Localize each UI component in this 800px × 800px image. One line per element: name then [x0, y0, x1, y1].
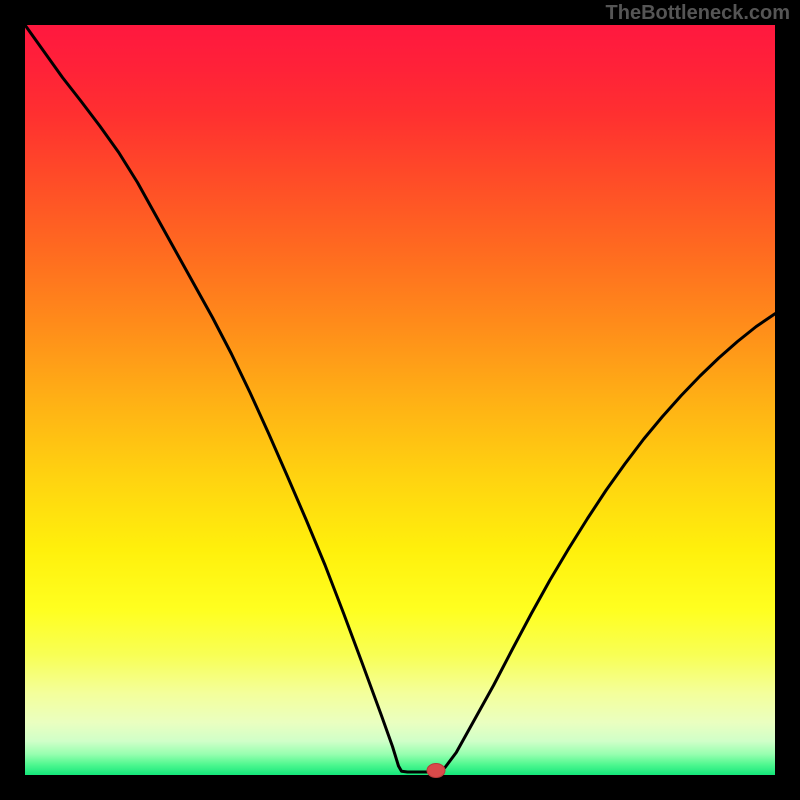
chart-container: TheBottleneck.com — [0, 0, 800, 800]
optimum-marker — [427, 764, 445, 778]
plot-background — [25, 25, 775, 775]
bottleneck-chart — [0, 0, 800, 800]
watermark-text: TheBottleneck.com — [606, 2, 790, 25]
